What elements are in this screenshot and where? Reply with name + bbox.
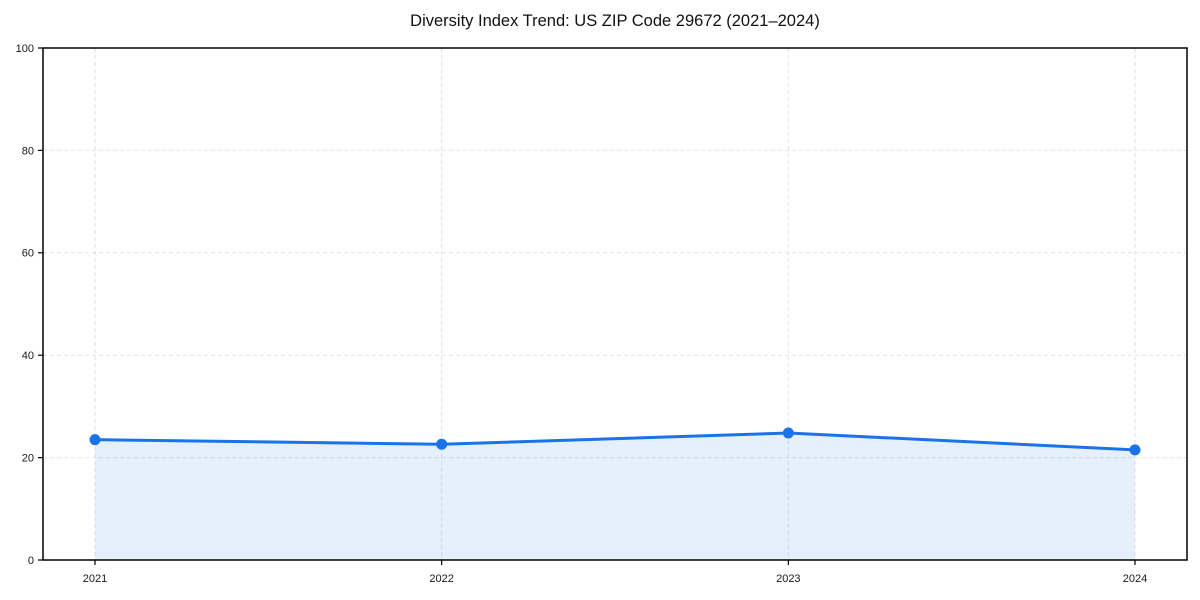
x-tick-label: 2021	[83, 573, 107, 585]
data-point-marker	[1129, 444, 1141, 456]
y-tick-label: 20	[22, 452, 34, 464]
y-tick-label: 80	[22, 145, 34, 157]
data-point-marker	[436, 438, 448, 450]
x-tick-label: 2023	[776, 573, 800, 585]
y-tick-label: 100	[16, 43, 34, 55]
x-tick-label: 2022	[429, 573, 453, 585]
chart-title: Diversity Index Trend: US ZIP Code 29672…	[410, 12, 820, 30]
y-tick-label: 60	[22, 248, 34, 260]
y-tick-label: 0	[28, 555, 34, 567]
data-point-marker	[89, 434, 101, 446]
area-fill	[95, 433, 1135, 560]
trend-line	[93, 431, 1137, 452]
x-tick-label: 2024	[1123, 573, 1147, 585]
data-point-marker	[782, 427, 794, 439]
plot-frame	[42, 47, 1188, 561]
y-tick-label: 40	[22, 350, 34, 362]
